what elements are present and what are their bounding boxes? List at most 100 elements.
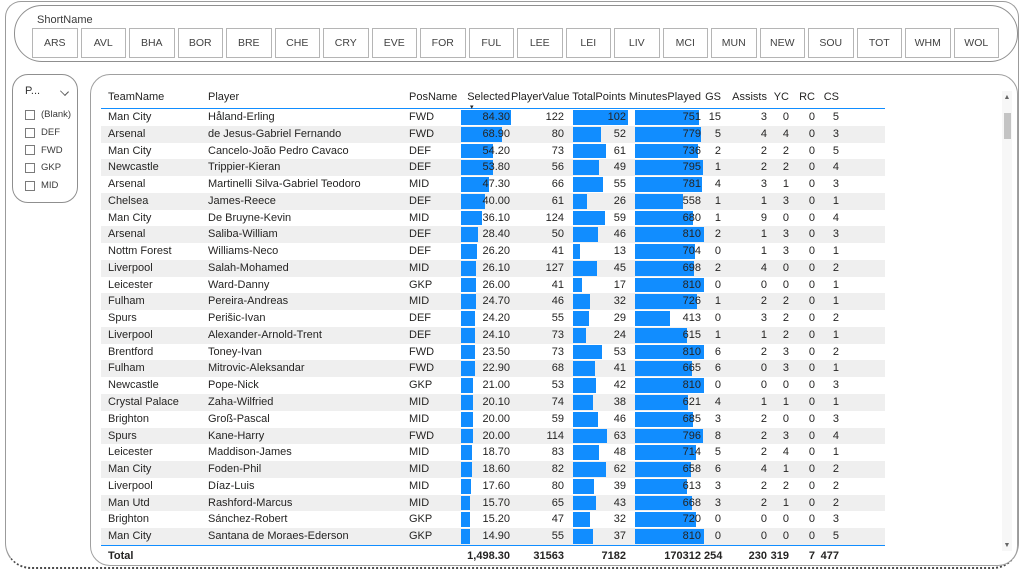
team-button-avl[interactable]: AVL	[80, 28, 126, 58]
table-row[interactable]: Fulham Pereira-Andreas MID 24.70 46 32 726 1 2 2 0…	[101, 293, 885, 311]
cell-value: 3	[832, 178, 839, 191]
cell-selected: 24.20	[456, 310, 511, 327]
cell-value: Fulham	[108, 362, 145, 375]
team-button-che[interactable]: CHE	[274, 28, 320, 58]
table-row[interactable]: Man City Håland-Erling FWD 84.30 122 102 751 15…	[101, 109, 885, 126]
table-row[interactable]: Leicester Ward-Danny GKP 26.00 41 17 810 0 0 0 0 1	[101, 277, 885, 294]
cell-value: 18.70	[482, 446, 510, 459]
checkbox[interactable]	[25, 109, 35, 120]
table-row[interactable]: Arsenal de Jesus-Gabriel Fernando FWD 68.90…	[101, 125, 885, 143]
cell-value: GKP	[409, 513, 433, 526]
table-row[interactable]: Spurs Perišic-Ivan DEF 24.20 55 29 413 0 3 2 0 2	[101, 310, 885, 327]
cell-cs: 1	[817, 193, 841, 210]
team-button-wol[interactable]: WOL	[953, 28, 999, 58]
table-row[interactable]: Spurs Kane-Harry FWD 20.00 114 63 796 8 2 3 0 4	[101, 427, 885, 445]
cell-value: 2	[832, 261, 839, 274]
cell-yc: 0	[769, 260, 791, 277]
team-button-mci[interactable]: MCI	[662, 28, 708, 58]
team-button-lei[interactable]: LEI	[565, 28, 611, 58]
column-header-ast[interactable]: Assists	[723, 88, 769, 108]
team-button-eve[interactable]: EVE	[371, 28, 417, 58]
position-option-def[interactable]: DEF	[25, 124, 73, 142]
table-row[interactable]: Newcastle Trippier-Kieran DEF 53.80 56 49 795 1…	[101, 159, 885, 177]
cell-gs: 5	[704, 126, 723, 143]
team-button-whm[interactable]: WHM	[905, 28, 951, 58]
position-slicer-header[interactable]: P...	[25, 85, 69, 97]
table-row[interactable]: Liverpool Salah-Mohamed MID 26.10 127 45 698 2 4…	[101, 259, 885, 277]
cell-value: MID	[409, 295, 430, 308]
table-row[interactable]: Arsenal Saliba-William DEF 28.40 50 46 810 2 1 3 0…	[101, 226, 885, 244]
team-button-ars[interactable]: ARS	[32, 28, 78, 58]
team-button-new[interactable]: NEW	[759, 28, 805, 58]
table-row[interactable]: Leicester Maddison-James MID 18.70 83 48 714 5 2…	[101, 444, 885, 461]
cell-value: 0	[808, 496, 815, 509]
team-button-liv[interactable]: LIV	[614, 28, 660, 58]
team-button-ful[interactable]: FUL	[468, 28, 514, 58]
team-button-mun[interactable]: MUN	[711, 28, 757, 58]
cell-value: 56	[511, 159, 566, 176]
column-header-player[interactable]: Player	[208, 88, 409, 108]
team-button-tot[interactable]: TOT	[856, 28, 902, 58]
scroll-down-button[interactable]: ▼	[1003, 541, 1011, 549]
column-header-team[interactable]: TeamName	[101, 88, 208, 108]
column-header-pos[interactable]: PosName	[409, 88, 457, 108]
checkbox[interactable]	[25, 145, 35, 156]
table-row[interactable]: Fulham Mitrovic-Aleksandar FWD 22.90 68 41 665…	[101, 360, 885, 378]
cell-rc: 0	[791, 327, 817, 344]
column-header-value[interactable]: PlayerValue	[511, 88, 570, 108]
checkbox[interactable]	[25, 127, 35, 138]
table-row[interactable]: Man City Cancelo-João Pedro Cavaco DEF 54.2…	[101, 143, 885, 160]
cell-team: Arsenal	[101, 126, 208, 143]
cell-gs: 4	[704, 394, 723, 411]
table-row[interactable]: Chelsea James-Reece DEF 40.00 61 26 558 1 1 3 0 1	[101, 192, 885, 210]
team-button-bor[interactable]: BOR	[177, 28, 223, 58]
team-button-sou[interactable]: SOU	[808, 28, 854, 58]
cell-points: 32	[566, 293, 628, 310]
column-header-minutes[interactable]: MinutesPlayed	[628, 88, 704, 108]
cell-value: 0	[808, 479, 815, 492]
table-row[interactable]: Arsenal Martinelli Silva-Gabriel Teodoro M…	[101, 176, 885, 193]
table-scrollbar[interactable]: ▲ ▼	[1002, 91, 1012, 551]
team-button-for[interactable]: FOR	[420, 28, 466, 58]
cell-value: Mitrovic-Aleksandar	[208, 362, 305, 375]
column-header-gs[interactable]: GS	[704, 88, 723, 108]
team-button-lee[interactable]: LEE	[517, 28, 563, 58]
minutes-data-bar	[635, 327, 687, 343]
table-row[interactable]: Newcastle Pope-Nick GKP 21.00 53 42 810 0 0 0 0 3	[101, 377, 885, 394]
position-option-blank[interactable]: (Blank)	[25, 106, 73, 124]
checkbox[interactable]	[25, 162, 35, 173]
scroll-up-button[interactable]: ▲	[1003, 93, 1011, 101]
chevron-down-icon[interactable]	[60, 87, 69, 96]
table-row[interactable]: Man City De Bruyne-Kevin MID 36.10 124 59 680 1…	[101, 210, 885, 227]
cell-value: 65	[511, 495, 566, 512]
table-row[interactable]: Liverpool Díaz-Luis MID 17.60 80 39 613 3 2 2 0 2	[101, 478, 885, 495]
table-row[interactable]: Man City Foden-Phil MID 18.60 82 62 658 6 4 1 0 2	[101, 461, 885, 478]
team-button-bha[interactable]: BHA	[129, 28, 175, 58]
column-header-points[interactable]: TotalPoints	[566, 88, 628, 108]
table-row[interactable]: Nottm Forest Williams-Neco DEF 26.20 41 13 704…	[101, 243, 885, 260]
table-row[interactable]: Brentford Toney-Ivan FWD 23.50 73 53 810 6 2 3 0 2	[101, 344, 885, 361]
scroll-thumb[interactable]	[1003, 113, 1011, 139]
cell-minutes: 680	[628, 210, 704, 227]
column-header-cs[interactable]: CS	[817, 88, 841, 108]
table-row[interactable]: Man City Santana de Moraes-Ederson GKP 14.9…	[101, 528, 885, 545]
table-row[interactable]: Brighton Sánchez-Robert GKP 15.20 47 32 720 0 0 0…	[101, 511, 885, 528]
cell-value: 18.60	[482, 463, 510, 476]
team-button-cry[interactable]: CRY	[323, 28, 369, 58]
cell-value: 0	[808, 245, 815, 258]
table-row[interactable]: Crystal Palace Zaha-Wilfried MID 20.10 74 38 6…	[101, 394, 885, 411]
cell-pos: MID	[409, 444, 456, 461]
column-header-rc[interactable]: RC	[791, 88, 817, 108]
position-option-mid[interactable]: MID	[25, 177, 73, 195]
position-option-fwd[interactable]: FWD	[25, 141, 73, 159]
cell-value: 615	[682, 328, 701, 341]
team-button-bre[interactable]: BRE	[226, 28, 272, 58]
column-header-yc[interactable]: YC	[769, 88, 791, 108]
column-header-selected[interactable]: Selected ▾	[456, 88, 511, 111]
position-option-gkp[interactable]: GKP	[25, 159, 73, 177]
table-row[interactable]: Man Utd Rashford-Marcus MID 15.70 65 43 668 3 2 1…	[101, 494, 885, 512]
table-row[interactable]: Liverpool Alexander-Arnold-Trent DEF 24.10 7…	[101, 326, 885, 344]
table-row[interactable]: Brighton Groß-Pascal MID 20.00 59 46 685 3 2 0 0 3	[101, 411, 885, 428]
cell-rc: 0	[791, 394, 817, 411]
checkbox[interactable]	[25, 180, 35, 191]
